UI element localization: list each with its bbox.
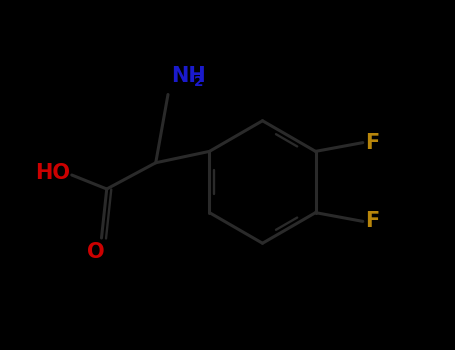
Text: 2: 2 <box>194 75 204 89</box>
Text: F: F <box>366 211 380 231</box>
Text: HO: HO <box>35 163 70 183</box>
Text: O: O <box>87 241 105 261</box>
Text: F: F <box>366 133 380 153</box>
Text: NH: NH <box>172 66 206 86</box>
